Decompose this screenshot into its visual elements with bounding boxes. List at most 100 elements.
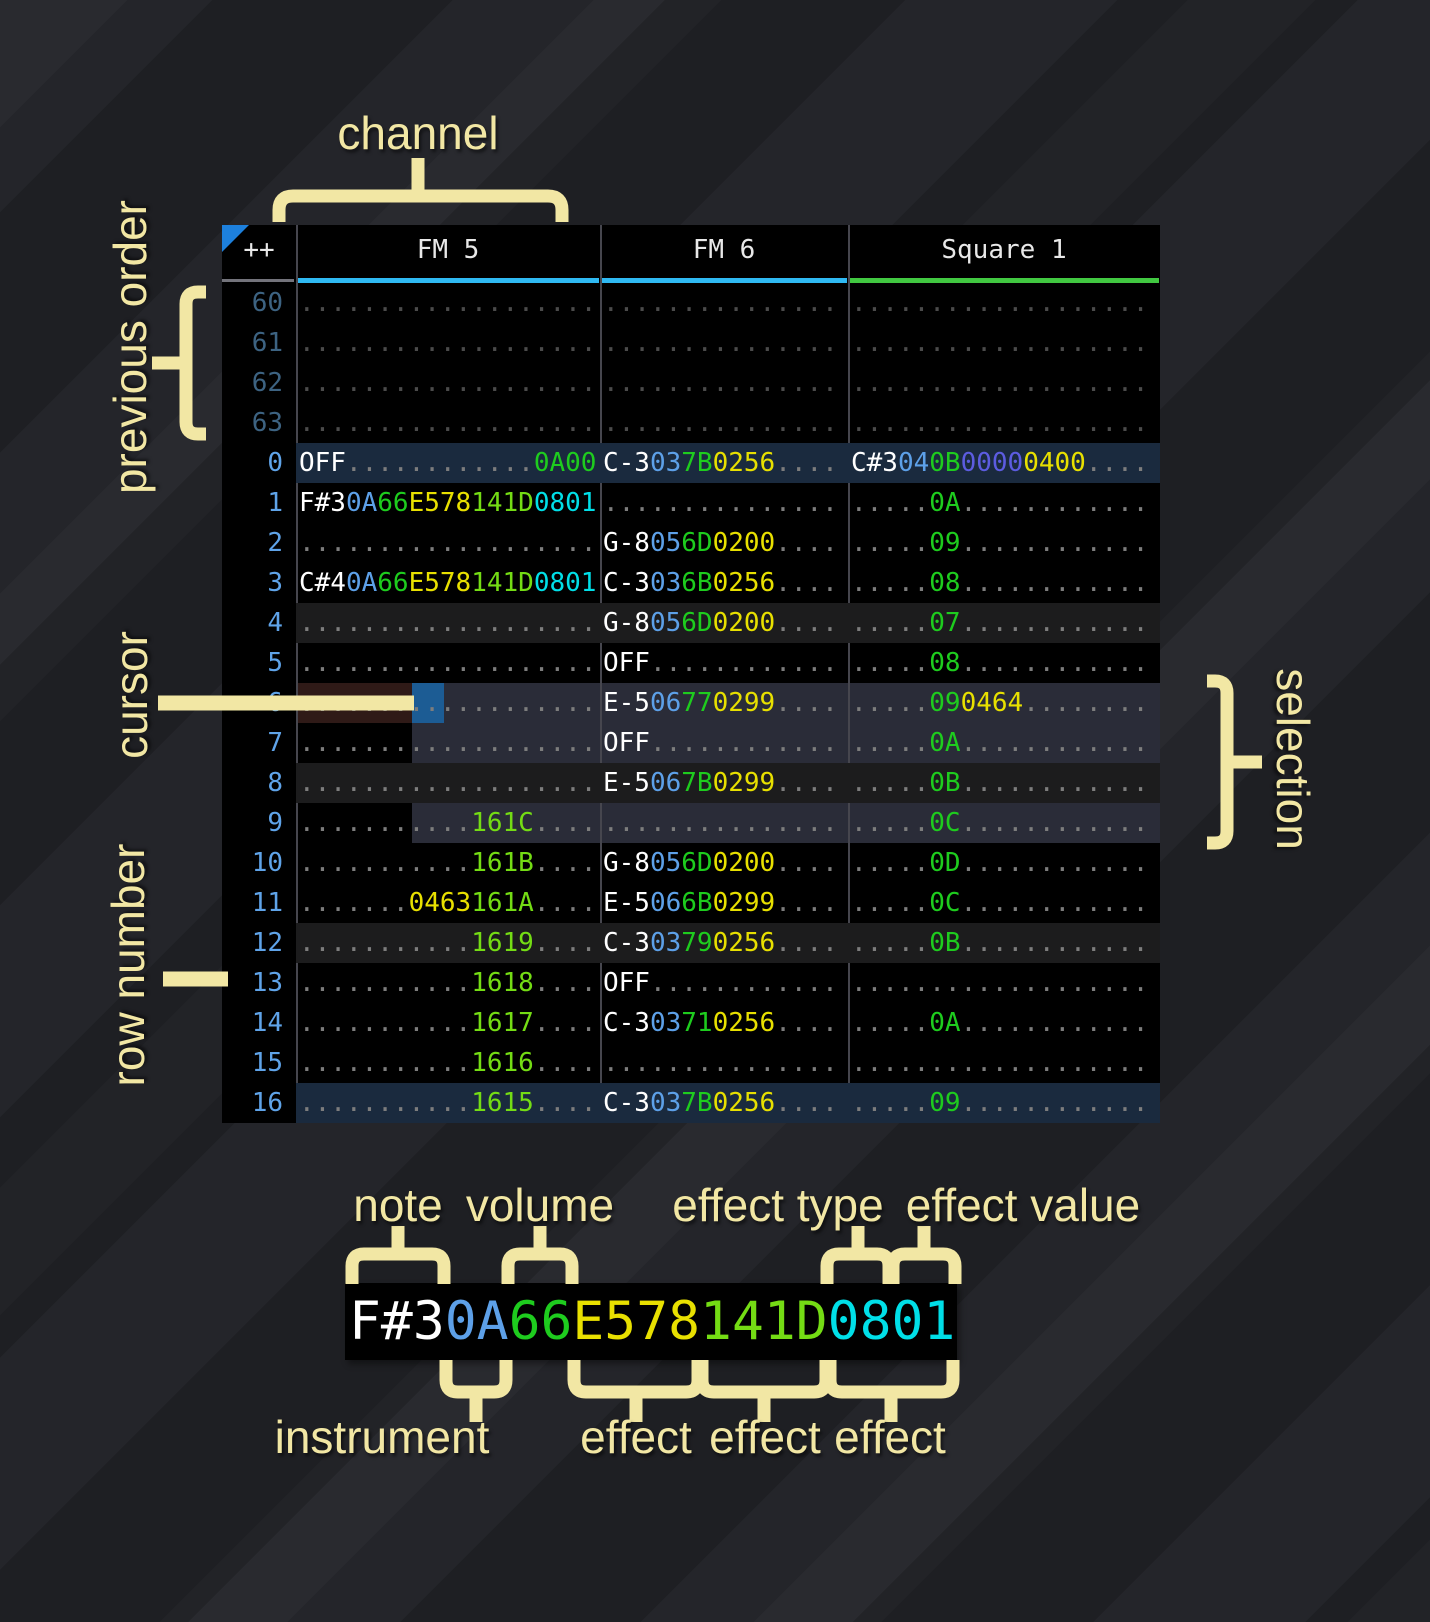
- pattern-cell-square1[interactable]: .....0C............: [848, 883, 1160, 923]
- pattern-cell-square1[interactable]: .....0A............: [848, 1003, 1160, 1043]
- pattern-cell-square1[interactable]: .....0B............: [848, 763, 1160, 803]
- pattern-cell-fm5[interactable]: ...................: [296, 523, 600, 563]
- seg-dot: ...............: [603, 328, 838, 358]
- seg-dot: ...................: [299, 648, 597, 678]
- seg-dot: .....: [851, 728, 930, 758]
- channel-header-square1[interactable]: Square 1: [848, 225, 1160, 283]
- pattern-cell-fm5[interactable]: ...................: [296, 283, 600, 323]
- seg-ins: 06: [649, 688, 682, 718]
- pattern-cell-fm5[interactable]: ...................: [296, 763, 600, 803]
- channel-header-fm6[interactable]: FM 6: [600, 225, 848, 283]
- pattern-cell-fm6[interactable]: ...............: [600, 363, 848, 403]
- pattern-cell-fm6[interactable]: C-3037B0256....: [600, 443, 848, 483]
- pattern-cell-fm5[interactable]: ...........1618....: [296, 963, 600, 1003]
- column-divider: [600, 225, 602, 1123]
- pattern-rows: 60......................................…: [222, 283, 1160, 1123]
- seg-dot: ....: [533, 1088, 597, 1118]
- pattern-cell-fm5[interactable]: ...........1616....: [296, 1043, 600, 1083]
- pattern-cell-fm6[interactable]: C-3037B0256....: [600, 1083, 848, 1123]
- seg-dot: ....: [533, 968, 597, 998]
- seg-dot: ....: [775, 688, 838, 718]
- pattern-cell-square1[interactable]: ...................: [848, 1043, 1160, 1083]
- pattern-row-16: 16 ...........1615.... C-3037B0256........…: [222, 1083, 1160, 1123]
- pattern-cell-square1[interactable]: C#3040B00000400....: [848, 443, 1160, 483]
- effect-value-label: effect value: [905, 1179, 1141, 1231]
- pattern-cell-fm6[interactable]: ...............: [600, 323, 848, 363]
- pattern-cell-fm6[interactable]: G-8056D0200....: [600, 603, 848, 643]
- pattern-cell-fm6[interactable]: OFF............: [600, 963, 848, 1003]
- pattern-cell-square1[interactable]: ...................: [848, 283, 1160, 323]
- pattern-cell-square1[interactable]: ...................: [848, 963, 1160, 1003]
- pattern-cell-fm6[interactable]: C-3036B0256....: [600, 563, 848, 603]
- seg-dot: .....: [851, 648, 930, 678]
- pattern-cell-square1[interactable]: .....0A............: [848, 483, 1160, 523]
- pattern-cell-fm5[interactable]: .......0463161A....: [296, 883, 600, 923]
- seg-dot: ....: [775, 928, 838, 958]
- pattern-cell-fm5[interactable]: ...........1617....: [296, 1003, 600, 1043]
- pattern-cell-fm5[interactable]: ...........161B....: [296, 843, 600, 883]
- seg-dot: ...........: [299, 968, 472, 998]
- seg-dot: .....: [851, 688, 930, 718]
- channel-name: FM 5: [416, 235, 480, 265]
- seg-dot: ....: [775, 448, 838, 478]
- pattern-cell-fm6[interactable]: C-303710256....: [600, 1003, 848, 1043]
- pattern-cell-square1[interactable]: ...................: [848, 363, 1160, 403]
- row-number-label: row number: [102, 843, 154, 1087]
- pattern-cell-fm5[interactable]: ...................: [296, 723, 600, 763]
- pattern-cell-fm5[interactable]: ...................: [296, 643, 600, 683]
- pattern-cell-fm6[interactable]: G-8056D0200....: [600, 523, 848, 563]
- pattern-cell-square1[interactable]: .....0A............: [848, 723, 1160, 763]
- pattern-cell-fm5[interactable]: ...........1619....: [296, 923, 600, 963]
- seg-lime: 161C: [471, 808, 534, 838]
- pattern-cell-fm6[interactable]: E-5066B0299....: [600, 883, 848, 923]
- pattern-cell-fm5[interactable]: ...................: [296, 683, 600, 723]
- order-add-button[interactable]: ++: [222, 225, 296, 283]
- row-number: 3: [267, 568, 283, 598]
- pattern-cell-fm5[interactable]: ...........1615....: [296, 1083, 600, 1123]
- pattern-cell-fm6[interactable]: OFF............: [600, 643, 848, 683]
- pattern-cell-fm6[interactable]: OFF............: [600, 723, 848, 763]
- pattern-cell-square1[interactable]: ...................: [848, 403, 1160, 443]
- pattern-cell-square1[interactable]: .....0B............: [848, 923, 1160, 963]
- seg-note: F#3: [299, 488, 346, 518]
- seg-yellow: 0463: [408, 888, 472, 918]
- pattern-cell-fm5[interactable]: ...................: [296, 363, 600, 403]
- pattern-cell-fm6[interactable]: E-5067B0299....: [600, 763, 848, 803]
- pattern-cell-square1[interactable]: .....08............: [848, 563, 1160, 603]
- pattern-cell-fm6[interactable]: ...............: [600, 283, 848, 323]
- row-number: 12: [251, 928, 283, 958]
- pattern-cell-fm5[interactable]: F#30A66E578141D0801: [296, 483, 600, 523]
- pattern-cell-square1[interactable]: .....07............: [848, 603, 1160, 643]
- row-number: 2: [267, 528, 283, 558]
- pattern-cell-square1[interactable]: .....0C............: [848, 803, 1160, 843]
- pattern-cell-square1[interactable]: ...................: [848, 323, 1160, 363]
- pattern-cell-fm5[interactable]: C#40A66E578141D0801: [296, 563, 600, 603]
- pattern-cell-square1[interactable]: .....09............: [848, 1083, 1160, 1123]
- seg-ins: 05: [649, 848, 682, 878]
- pattern-cell-square1[interactable]: .....090464........: [848, 683, 1160, 723]
- channel-header-fm5[interactable]: FM 5: [296, 225, 600, 283]
- seg-ins: 0A: [345, 488, 378, 518]
- pattern-cell-fm6[interactable]: ...............: [600, 403, 848, 443]
- pattern-cell-fm5[interactable]: ...................: [296, 603, 600, 643]
- pattern-cell-fm6[interactable]: E-506770299....: [600, 683, 848, 723]
- seg-green: 71: [681, 1008, 713, 1038]
- pattern-cell-fm5[interactable]: OFF............0A00: [296, 443, 600, 483]
- seg-dot: .....: [851, 848, 930, 878]
- pattern-cell-fm6[interactable]: ...............: [600, 1043, 848, 1083]
- row-number: 10: [251, 848, 283, 878]
- pattern-cell-fm5[interactable]: ...........161C....: [296, 803, 600, 843]
- pattern-cell-fm5[interactable]: ...................: [296, 403, 600, 443]
- seg-lime: 1618: [471, 968, 534, 998]
- seg-dot: ....: [775, 608, 838, 638]
- pattern-cell-square1[interactable]: .....0D............: [848, 843, 1160, 883]
- pattern-cell-fm6[interactable]: ...............: [600, 803, 848, 843]
- pattern-cell-fm6[interactable]: G-8056D0200....: [600, 843, 848, 883]
- volume-label: volume: [465, 1179, 615, 1231]
- pattern-cell-fm6[interactable]: ...............: [600, 483, 848, 523]
- pattern-cell-square1[interactable]: .....08............: [848, 643, 1160, 683]
- pattern-cell-square1[interactable]: .....09............: [848, 523, 1160, 563]
- pattern-cell-fm5[interactable]: ...................: [296, 323, 600, 363]
- pattern-row-62: 62......................................…: [222, 363, 1160, 403]
- pattern-cell-fm6[interactable]: C-303790256....: [600, 923, 848, 963]
